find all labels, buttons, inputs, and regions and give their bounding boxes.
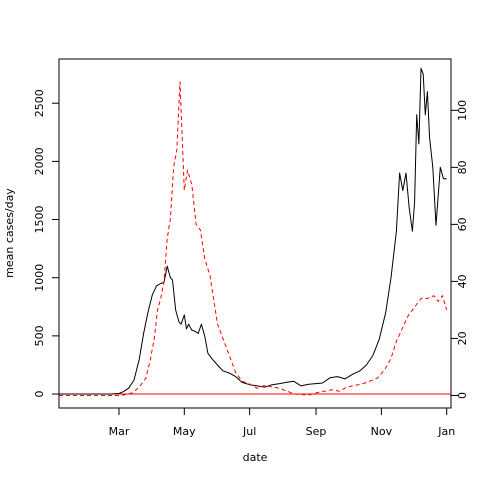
y-left-tick-label: 500 <box>33 325 46 346</box>
x-tick-label: May <box>173 425 196 438</box>
x-axis-label: date <box>243 451 268 464</box>
x-axis: Mar May Jul Sep Nov Jan <box>109 407 455 438</box>
y-right-tick-label: 0 <box>456 392 469 399</box>
y-right-tick-label: 80 <box>456 160 469 174</box>
x-tick-label: Sep <box>306 425 327 438</box>
y-left-tick-label: 0 <box>33 391 46 398</box>
series-line-left-axis <box>59 67 447 395</box>
y-left-axis-label: mean cases/day <box>3 188 16 278</box>
y-right-tick-label: 20 <box>456 331 469 345</box>
series-layer <box>59 67 451 396</box>
series-line-right-axis <box>59 81 448 396</box>
y-right-tick-label: 40 <box>456 274 469 288</box>
x-tick-label: Jan <box>437 425 455 438</box>
x-tick-label: Jul <box>242 425 256 438</box>
y-right-axis: 0 20 40 60 80 100 <box>450 100 469 399</box>
x-tick-label: Mar <box>109 425 130 438</box>
y-right-tick-label: 60 <box>456 217 469 231</box>
y-left-tick-label: 1000 <box>33 264 46 292</box>
y-left-tick-label: 2500 <box>33 89 46 117</box>
y-left-tick-label: 1500 <box>33 206 46 234</box>
x-tick-label: Nov <box>371 425 393 438</box>
y-left-axis: 0 500 1000 1500 2000 2500 <box>33 89 60 398</box>
y-right-tick-label: 100 <box>456 100 469 121</box>
y-left-tick-label: 2000 <box>33 147 46 175</box>
